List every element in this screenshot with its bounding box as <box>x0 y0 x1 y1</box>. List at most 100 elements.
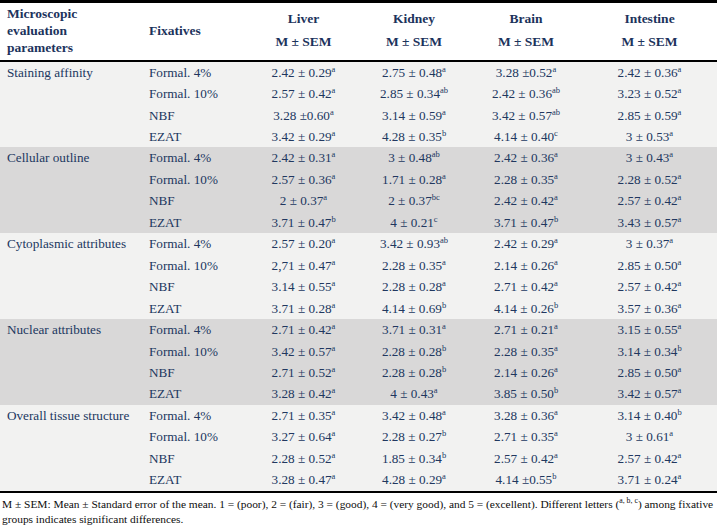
fixative-cell: NBF <box>142 105 249 126</box>
value-cell: 2.71 ± 0.35a <box>249 405 358 426</box>
value-cell: 3.42 ± 0.29a <box>249 126 358 147</box>
significance-superscript: a <box>332 171 336 181</box>
value-cell: 3.28 ±0.52a <box>470 61 582 83</box>
significance-superscript: a <box>554 449 558 459</box>
significance-superscript: a <box>330 106 334 116</box>
significance-superscript: a <box>678 385 682 395</box>
significance-superscript: b <box>677 342 681 352</box>
fixative-cell: Formal. 4% <box>142 147 249 168</box>
significance-superscript: a <box>678 449 682 459</box>
value-cell: 4.14 ± 0.26b <box>470 298 582 319</box>
value-cell: 2.42 ± 0.36a <box>470 147 582 168</box>
value-cell: 2.57 ± 0.42a <box>582 448 717 469</box>
significance-superscript: a <box>554 171 558 181</box>
header-intestine: Intestine M ± SEM <box>582 2 717 61</box>
fixative-cell: Formal. 10% <box>142 255 249 276</box>
value-cell: 3.14 ± 0.55a <box>249 276 358 297</box>
value-cell: 4.14 ±0.55b <box>470 469 582 491</box>
significance-superscript: a <box>678 278 682 288</box>
significance-superscript: a <box>442 63 446 73</box>
parameter-cell: Overall tissue structure <box>0 405 142 492</box>
significance-superscript: ab <box>552 85 560 95</box>
organ-subheader-intestine: M ± SEM <box>582 34 717 51</box>
value-cell: 4.14 ± 0.69b <box>358 298 470 319</box>
value-cell: 2.57 ± 0.42a <box>582 276 717 297</box>
significance-superscript: a <box>554 321 558 331</box>
value-cell: 3.28 ± 0.36a <box>470 405 582 426</box>
table-row: Cytoplasmic attributesFormal. 4%2.57 ± 0… <box>0 233 717 254</box>
value-cell: 2.28 ± 0.35a <box>470 341 582 362</box>
significance-superscript: b <box>554 299 558 309</box>
significance-superscript: a <box>669 149 673 159</box>
significance-superscript: a <box>678 106 682 116</box>
significance-superscript: a <box>554 278 558 288</box>
parameter-cell: Cellular outline <box>0 147 142 233</box>
value-cell: 3.14 ± 0.34b <box>582 341 717 362</box>
header-fixatives: Fixatives <box>142 2 249 61</box>
table-row: Staining affinityFormal. 4%2.42 ± 0.29a2… <box>0 61 717 83</box>
parameter-cell: Nuclear attributes <box>0 319 142 405</box>
value-cell: 2.71 ± 0.42a <box>249 319 358 340</box>
significance-superscript: b <box>442 299 446 309</box>
value-cell: 3.23 ± 0.52a <box>582 83 717 104</box>
significance-superscript: a <box>332 63 336 73</box>
value-cell: 3.42 ± 0.57a <box>249 341 358 362</box>
value-cell: 3.28 ±0.60a <box>249 105 358 126</box>
significance-superscript: ab <box>432 149 440 159</box>
significance-superscript: a <box>554 406 558 416</box>
value-cell: 2.71 ± 0.42a <box>470 276 582 297</box>
significance-superscript: ab <box>552 106 560 116</box>
value-cell: 2.42 ± 0.31a <box>249 147 358 168</box>
significance-superscript: a <box>332 342 336 352</box>
significance-superscript: a <box>332 299 336 309</box>
value-cell: 3 ± 0.43a <box>582 147 717 168</box>
value-cell: 2.42 ± 0.36a <box>582 61 717 83</box>
value-cell: 2.85 ± 0.34ab <box>358 83 470 104</box>
significance-superscript: a <box>332 149 336 159</box>
fixative-cell: Formal. 4% <box>142 319 249 340</box>
value-cell: 2 ± 0.37bc <box>358 190 470 211</box>
organ-subheader-brain: M ± SEM <box>470 34 582 51</box>
significance-superscript: a <box>678 213 682 223</box>
value-cell: 2.42 ± 0.29a <box>249 61 358 83</box>
value-cell: 2.85 ± 0.59a <box>582 105 717 126</box>
value-cell: 2.57 ± 0.42a <box>582 190 717 211</box>
value-cell: 2.71 ± 0.52a <box>249 362 358 383</box>
significance-superscript: b <box>677 406 681 416</box>
significance-superscript: a <box>332 128 336 138</box>
value-cell: 3.42 ± 0.93ab <box>358 233 470 254</box>
value-cell: 2.14 ± 0.26a <box>470 255 582 276</box>
significance-superscript: a <box>554 192 558 202</box>
significance-superscript: b <box>331 213 335 223</box>
table-figure: Microscopic evaluation parameters Fixati… <box>0 0 717 525</box>
significance-superscript: a <box>323 192 327 202</box>
fixative-comparison-table: Microscopic evaluation parameters Fixati… <box>0 0 717 493</box>
value-cell: 4 ± 0.21c <box>358 212 470 233</box>
value-cell: 2.14 ± 0.26a <box>470 362 582 383</box>
significance-superscript: a <box>678 63 682 73</box>
significance-superscript: a <box>678 321 682 331</box>
significance-superscript: a <box>678 192 682 202</box>
value-cell: 2.71 ± 0.21a <box>470 319 582 340</box>
value-cell: 3.28 ± 0.42a <box>249 383 358 404</box>
significance-superscript: a <box>332 256 336 266</box>
significance-superscript: c <box>434 213 438 223</box>
value-cell: 2.28 ± 0.28b <box>358 341 470 362</box>
value-cell: 2.28 ± 0.28a <box>358 276 470 297</box>
value-cell: 2,71 ± 0.47a <box>249 255 358 276</box>
fixative-cell: EZAT <box>142 126 249 147</box>
significance-superscript: a <box>332 428 336 438</box>
significance-superscript: b <box>442 364 446 374</box>
significance-superscript: b <box>442 342 446 352</box>
significance-superscript: b <box>554 213 558 223</box>
fixative-cell: NBF <box>142 276 249 297</box>
significance-superscript: b <box>442 128 446 138</box>
significance-superscript: a <box>442 171 446 181</box>
value-cell: 3 ± 0.37a <box>582 233 717 254</box>
significance-superscript: a <box>442 278 446 288</box>
significance-superscript: a <box>554 428 558 438</box>
significance-superscript: a <box>554 256 558 266</box>
value-cell: 4.28 ± 0.29a <box>358 469 470 491</box>
fixative-cell: NBF <box>142 448 249 469</box>
table-body: Staining affinityFormal. 4%2.42 ± 0.29a2… <box>0 61 717 492</box>
